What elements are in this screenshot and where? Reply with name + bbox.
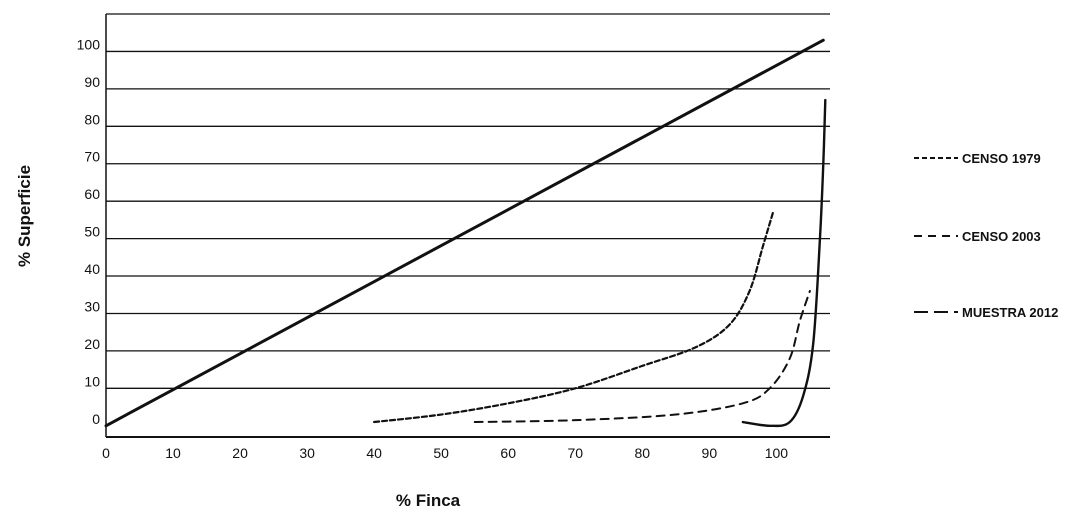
y-tick-labels: 0 10 20 30 40 50 60 70 80 90 100 [77, 36, 101, 426]
x-axis-label: % Finca [396, 491, 461, 510]
x-tick-label-20: 20 [232, 445, 248, 461]
y-tick-label-0: 0 [92, 411, 100, 427]
y-tick-label-20: 20 [84, 336, 100, 352]
y-tick-label-30: 30 [84, 298, 100, 314]
x-tick-label-50: 50 [433, 445, 449, 461]
axes [105, 13, 830, 438]
x-tick-label-10: 10 [165, 445, 181, 461]
y-tick-label-40: 40 [84, 261, 100, 277]
x-tick-label-80: 80 [635, 445, 651, 461]
series-line-censo-2003 [473, 290, 811, 424]
x-tick-label-30: 30 [299, 445, 315, 461]
grid-lines [106, 50, 830, 389]
legend-label-2: CENSO 2003 [962, 229, 1041, 244]
y-tick-label-10: 10 [84, 373, 100, 389]
series-line-censo-1979 [373, 211, 775, 424]
y-tick-label-90: 90 [84, 74, 100, 90]
x-tick-label-70: 70 [567, 445, 583, 461]
legend: CENSO 1979 CENSO 2003 MUESTRA 2012 [914, 151, 1058, 320]
x-tick-label-100: 100 [765, 445, 789, 461]
series-lines [104, 38, 827, 428]
y-tick-label-80: 80 [84, 111, 100, 127]
x-tick-label-90: 90 [702, 445, 718, 461]
x-tick-label-60: 60 [500, 445, 516, 461]
y-tick-label-70: 70 [84, 149, 100, 165]
legend-label-1: CENSO 1979 [962, 151, 1041, 166]
x-tick-label-40: 40 [366, 445, 382, 461]
x-tick-labels: 0 10 20 30 40 50 60 70 80 90 100 [102, 445, 788, 461]
y-axis-label: % Superficie [15, 165, 34, 267]
y-tick-label-100: 100 [77, 36, 101, 52]
x-tick-label-0: 0 [102, 445, 110, 461]
series-line-equality [104, 38, 825, 428]
y-tick-label-50: 50 [84, 224, 100, 240]
series-line-muestra-2012 [741, 98, 827, 428]
y-tick-label-60: 60 [84, 186, 100, 202]
legend-label-3: MUESTRA 2012 [962, 305, 1058, 320]
